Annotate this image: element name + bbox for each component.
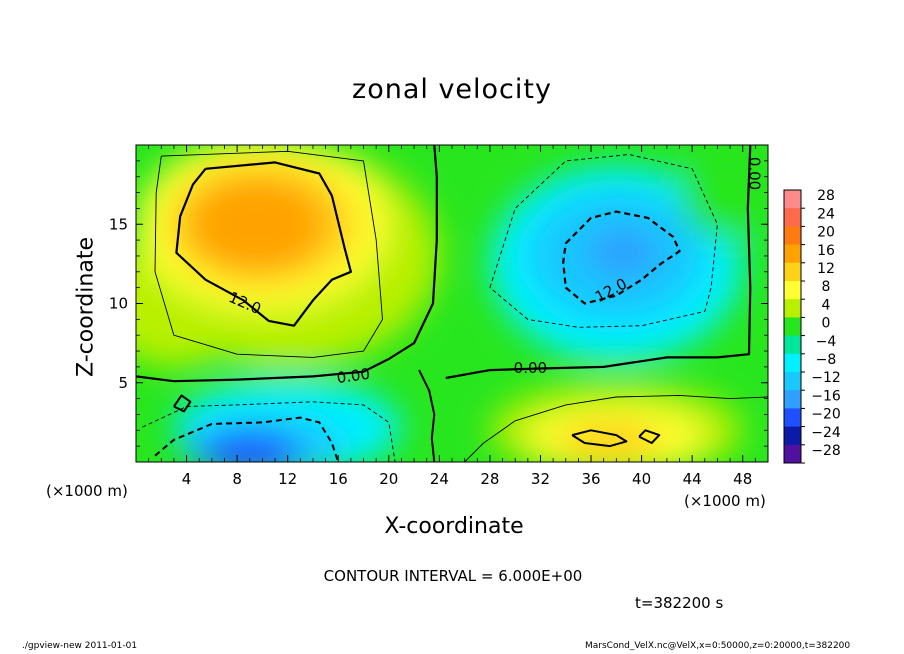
contour-small-loop-left [173,394,192,413]
colorbar-label-14: −28 [811,443,841,459]
field-blob-16 [679,145,768,241]
contour-pos-12-lower-right-a [571,429,628,448]
contour-neg-lower-left [154,416,340,462]
colorbar-label-13: −24 [811,425,841,441]
colorbar-label-7: 0 [822,316,831,332]
x-tick-label-4: 20 [379,470,398,488]
colorbar-cell-8 [784,335,801,355]
colorbar-cell-4 [784,262,801,282]
contour-neg-12 [562,210,681,305]
colorbar-frame [783,189,802,464]
colorbar-cell-12 [784,408,801,428]
colorbar-cell-3 [784,244,801,264]
colorbar-cell-11 [784,390,801,409]
contour-label-4: 0.00 [746,157,764,190]
colorbar-label-3: 16 [817,243,835,259]
contour-label-2: 0.00 [336,365,372,387]
colorbar-label-9: −8 [816,352,837,368]
contour-label-3: 0.00 [514,359,547,377]
colorbar: 28 24 20 16 12 8 4 0 −4 −8 −12 −16 −20 −24 −28 [783,188,841,464]
colorbar-cell-0 [784,190,801,209]
colorbar-label-12: −20 [811,407,841,423]
contour-zero-upper-left [136,145,438,383]
plot-area: 12.0 12.00.00 0.000.00 [136,145,768,462]
colorbar-cell-1 [784,208,801,227]
colorbar-label-1: 24 [817,206,835,222]
colorbar-cell-2 [784,226,801,246]
y-axis-unit: (×1000 m) [684,492,766,510]
colorbar-label-6: 4 [822,297,831,313]
contour-pos-6 [154,150,383,358]
colorbar-cell-7 [784,317,801,337]
x-tick-label-1: 8 [232,470,242,488]
x-tick-label-9: 40 [632,470,651,488]
colorbar-label-2: 20 [817,225,835,241]
contour-interval-note: CONTOUR INTERVAL = 6.000E+00 [323,567,583,585]
contour-zero-right [445,145,752,380]
x-tick-label-2: 12 [278,470,297,488]
x-tick-label-8: 36 [581,470,600,488]
y-tick-label-1: 10 [109,295,128,313]
contour-pos-12-lower-right-b [638,429,661,444]
field-blob-15 [559,420,661,462]
colorbar-cell-13 [784,426,801,446]
x-tick-label-3: 16 [329,470,348,488]
contour-zero-mid-strand [418,369,436,462]
field-blobs [136,145,768,462]
colorbar-label-0: 28 [817,188,835,204]
colorbar-label-10: −12 [811,370,841,386]
colorbar-cell-10 [784,372,801,391]
field-blob-5 [210,184,302,249]
x-tick-label-0: 4 [182,470,192,488]
colorbar-cell-6 [784,299,801,318]
x-axis-unit: (×1000 m) [46,482,128,500]
colorbar-cell-9 [784,353,801,373]
chart-title: zonal velocity [352,74,552,105]
colorbar-label-8: −4 [816,334,837,350]
x-axis-label: X-coordinate [384,514,524,539]
colorbar-label-4: 12 [817,261,835,277]
footer-left: ./gpview-new 2011-01-01 [22,641,138,651]
colorbar-cell-14 [784,444,801,464]
x-tick-label-5: 24 [430,470,449,488]
time-note: t=382200 s [635,594,724,612]
x-tick-label-6: 28 [480,470,499,488]
y-tick-label-0: 5 [118,374,128,392]
contour-neg-lower-left-thin [142,401,396,462]
colorbar-cell-5 [784,281,801,300]
footer-right: MarsCond_VelX.nc@VelX,x=0:50000,z=0:2000… [585,641,851,651]
contour-neg-6 [489,154,718,328]
y-tick-label-2: 15 [109,215,128,233]
colorbar-label-5: 8 [822,279,831,295]
contour-pos-12 [175,161,352,327]
colorbar-label-11: −16 [811,388,841,404]
x-tick-label-11: 48 [733,470,752,488]
field-blob-12 [199,431,301,462]
contour-pos-lower-right-thin [464,394,768,462]
x-tick-label-10: 44 [683,470,702,488]
field-blob-9 [584,227,661,279]
x-tick-label-7: 32 [531,470,550,488]
